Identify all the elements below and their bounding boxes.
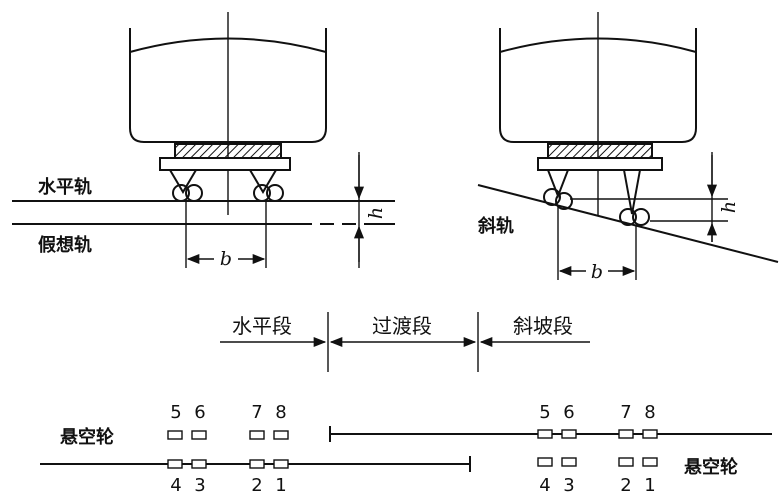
right-base-plate bbox=[537, 157, 663, 171]
left-wheel-box-1 bbox=[273, 459, 289, 469]
right-bot-num-3: 3 bbox=[563, 475, 574, 496]
left-top-num-6: 6 bbox=[194, 402, 205, 423]
left-wheel-box-7 bbox=[249, 430, 265, 440]
right-wheel-box-4 bbox=[537, 457, 553, 467]
left-top-num-7: 7 bbox=[251, 402, 262, 423]
right-dim-h: h bbox=[718, 201, 740, 213]
right-wheel-box-2 bbox=[618, 457, 634, 467]
left-dim-b: b bbox=[220, 248, 232, 270]
left-wheel-arm-2 bbox=[249, 169, 277, 194]
left-bot-num-4: 4 bbox=[170, 475, 181, 496]
right-wheel-3 bbox=[619, 208, 637, 226]
horizontal-rail-label: 水平轨 bbox=[38, 176, 92, 198]
slope-rail-label: 斜轨 bbox=[477, 215, 514, 237]
right-bot-num-2: 2 bbox=[620, 475, 631, 496]
left-wheel-box-4 bbox=[167, 459, 183, 469]
right-wheel-2 bbox=[555, 192, 573, 210]
right-top-num-8: 8 bbox=[644, 402, 655, 423]
transition-segment-label: 过渡段 bbox=[372, 314, 432, 338]
left-hanging-wheel-label: 悬空轮 bbox=[59, 426, 114, 448]
left-wheel-arm-1 bbox=[169, 169, 197, 194]
slope-rail-line bbox=[477, 184, 779, 263]
right-wheel-box-5 bbox=[537, 429, 553, 439]
left-top-num-8: 8 bbox=[275, 402, 286, 423]
left-wheel-box-8 bbox=[273, 430, 289, 440]
left-wheel-box-3 bbox=[191, 459, 207, 469]
right-wheel-box-6 bbox=[561, 429, 577, 439]
slope-segment-label: 斜坡段 bbox=[513, 314, 573, 338]
right-top-num-6: 6 bbox=[563, 402, 574, 423]
right-bot-num-1: 1 bbox=[644, 475, 655, 496]
left-bot-num-1: 1 bbox=[275, 475, 286, 496]
right-trolley-figure: h b 斜轨 bbox=[477, 12, 779, 283]
wheel-layout-section: 悬空轮 5 6 7 8 4 3 2 1 5 6 7 8 bbox=[40, 402, 772, 496]
left-trolley-figure: b h 水平轨 假想轨 bbox=[12, 12, 395, 270]
right-wheel-4 bbox=[632, 208, 650, 226]
left-wheel-box-2 bbox=[249, 459, 265, 469]
right-wheel-box-8 bbox=[642, 429, 658, 439]
left-top-num-5: 5 bbox=[170, 402, 181, 423]
right-dim-b: b bbox=[591, 261, 603, 283]
virtual-rail-label: 假想轨 bbox=[38, 234, 92, 256]
horizontal-segment-label: 水平段 bbox=[232, 314, 292, 338]
right-wheel-box-7 bbox=[618, 429, 634, 439]
right-wheel-box-3 bbox=[561, 457, 577, 467]
right-bot-num-4: 4 bbox=[539, 475, 550, 496]
left-hatched-beam bbox=[174, 143, 282, 159]
left-base-plate bbox=[159, 157, 291, 171]
right-wheel-box-1 bbox=[642, 457, 658, 467]
left-wheel-box-6 bbox=[191, 430, 207, 440]
right-top-num-5: 5 bbox=[539, 402, 550, 423]
right-wheel-arm-2 bbox=[623, 169, 641, 215]
right-hanging-wheel-label: 悬空轮 bbox=[683, 456, 738, 478]
left-dim-h: h bbox=[365, 207, 387, 219]
segment-section: 水平段 过渡段 斜坡段 bbox=[220, 312, 590, 372]
left-wheel-box-5 bbox=[167, 430, 183, 440]
left-bot-num-3: 3 bbox=[194, 475, 205, 496]
left-bot-num-2: 2 bbox=[251, 475, 262, 496]
right-top-num-7: 7 bbox=[620, 402, 631, 423]
right-hatched-beam bbox=[547, 143, 653, 159]
